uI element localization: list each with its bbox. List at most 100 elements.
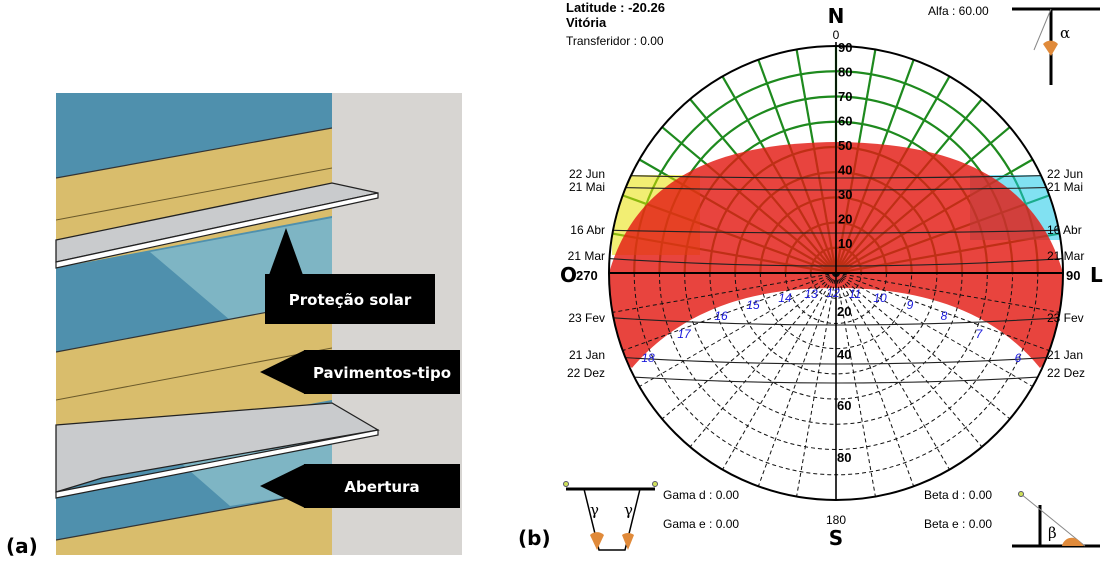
south-azimuth: 180	[826, 513, 846, 527]
dashed-protractor-grid	[612, 272, 1060, 500]
altitude-label: 30	[838, 187, 852, 202]
hour-label: 15	[746, 298, 760, 312]
transferidor-label: Transferidor : 0.00	[566, 34, 664, 48]
beta-angle-icon: β	[1012, 491, 1100, 548]
hour-label: 17	[677, 327, 692, 341]
altitude-labels: 90 80 70 60 50 40 30 20 10	[838, 40, 852, 251]
left-date-label: 16 Abr	[570, 223, 605, 237]
top-window-band	[56, 93, 332, 178]
dashed-azimuth-line	[835, 272, 876, 497]
upper-shading-slab	[55, 182, 379, 269]
dashed-azimuth-line	[835, 272, 1033, 387]
alpha-symbol: α	[1060, 24, 1070, 42]
building-section-illustration: Proteção solar Pavimentos-tipo Abertura	[55, 93, 462, 555]
south-label: S	[829, 526, 843, 550]
altitude-label: 50	[838, 138, 852, 153]
hour-label: 14	[778, 291, 792, 305]
north-azimuth: 0	[833, 28, 840, 42]
gama-e-label: Gama e : 0.00	[663, 517, 739, 531]
altitude-label: 20	[838, 212, 852, 227]
dashed-azimuth-line	[796, 272, 837, 497]
right-date-label: 21 Mar	[1047, 249, 1084, 263]
left-date-label: 21 Mar	[568, 249, 605, 263]
city-label: Vitória	[566, 15, 607, 30]
lower-altitude-label: 40	[837, 347, 851, 362]
callout-protecao-solar: Proteção solar	[265, 228, 435, 324]
north-label: N	[828, 4, 845, 28]
dashed-azimuth-line	[689, 272, 837, 448]
dashed-azimuth-line	[835, 272, 1060, 313]
right-date-label: 16 Abr	[1047, 223, 1082, 237]
dashed-altitude-arc	[658, 272, 1014, 450]
gamma-symbol-right: γ	[624, 501, 633, 519]
east-azimuth: 90	[1066, 268, 1080, 283]
right-date-label: 22 Dez	[1047, 366, 1085, 380]
lower-altitude-label: 20	[837, 304, 851, 319]
callout-label: Abertura	[344, 478, 419, 496]
beta-d-label: Beta d : 0.00	[924, 488, 992, 502]
altitude-label: 70	[838, 89, 852, 104]
lower-shading-slab	[55, 402, 380, 499]
left-date-label: 23 Fev	[568, 311, 605, 325]
dashed-azimuth-line	[639, 272, 837, 387]
east-label: L	[1090, 263, 1103, 287]
callout-pavimentos-tipo: Pavimentos-tipo	[260, 350, 460, 394]
dashed-azimuth-line	[757, 272, 837, 487]
beta-symbol: β	[1048, 524, 1057, 542]
altitude-label: 90	[838, 40, 852, 55]
shading-mask-lower	[609, 273, 1063, 368]
altitude-label: 80	[838, 65, 852, 80]
callout-label: Proteção solar	[289, 291, 412, 309]
gamma-symbol-left: γ	[590, 501, 599, 519]
dashed-altitude-arc	[734, 272, 938, 375]
gama-d-label: Gama d : 0.00	[663, 488, 739, 502]
hour-label: 16	[714, 309, 728, 323]
left-date-label: 21 Jan	[569, 348, 605, 362]
dashed-altitude-arc	[684, 272, 988, 425]
lower-altitude-label: 80	[837, 450, 851, 465]
right-date-label: 21 Mai	[1047, 180, 1083, 194]
dashed-azimuth-line	[835, 272, 983, 448]
hour-label: 9	[907, 298, 914, 312]
callout-label: Pavimentos-tipo	[313, 364, 451, 382]
right-date-label: 21 Jan	[1047, 348, 1083, 362]
latitude-label: Latitude : -20.26	[566, 0, 665, 15]
dashed-azimuth-line	[622, 272, 837, 352]
left-date-label: 22 Jun	[569, 167, 605, 181]
right-date-label: 23 Fev	[1047, 311, 1084, 325]
dashed-azimuth-line	[835, 272, 1011, 420]
hour-label: 7	[976, 327, 984, 341]
hour-label: 12	[826, 286, 840, 300]
callout-abertura: Abertura	[260, 464, 460, 508]
dashed-azimuth-line	[835, 272, 1050, 352]
hour-label: 10	[873, 291, 887, 305]
altitude-label: 10	[838, 236, 852, 251]
dashed-azimuth-line	[612, 272, 837, 313]
lower-altitude-labels: 20 40 60 80	[837, 304, 851, 465]
gamma-angle-icon: γ γ	[563, 481, 658, 551]
hour-label: 11	[849, 287, 861, 301]
altitude-label: 60	[838, 114, 852, 129]
left-date-label: 21 Mai	[569, 180, 605, 194]
panel-a-letter: (a)	[6, 534, 38, 558]
dashed-azimuth-line	[722, 272, 837, 470]
hour-label: 18	[641, 351, 655, 365]
left-date-label: 22 Dez	[567, 366, 605, 380]
dashed-altitude-arc	[810, 272, 862, 299]
west-azimuth: 270	[576, 268, 598, 283]
altitude-label: 40	[838, 163, 852, 178]
hour-labels: 6 7 8 9 10 11 12 13 14 15 16 17 18	[641, 286, 1021, 365]
hour-label: 6	[1015, 351, 1022, 365]
alpha-angle-icon: α	[1012, 7, 1100, 85]
beta-e-label: Beta e : 0.00	[924, 517, 992, 531]
right-date-label: 22 Jun	[1047, 167, 1083, 181]
hour-label: 13	[804, 287, 818, 301]
panel-b-letter: (b)	[518, 526, 551, 550]
dashed-azimuth-line	[835, 272, 915, 487]
dashed-azimuth-line	[661, 272, 837, 420]
lower-altitude-label: 60	[837, 398, 851, 413]
dashed-azimuth-line	[835, 272, 950, 470]
alfa-label: Alfa : 60.00	[928, 4, 989, 18]
